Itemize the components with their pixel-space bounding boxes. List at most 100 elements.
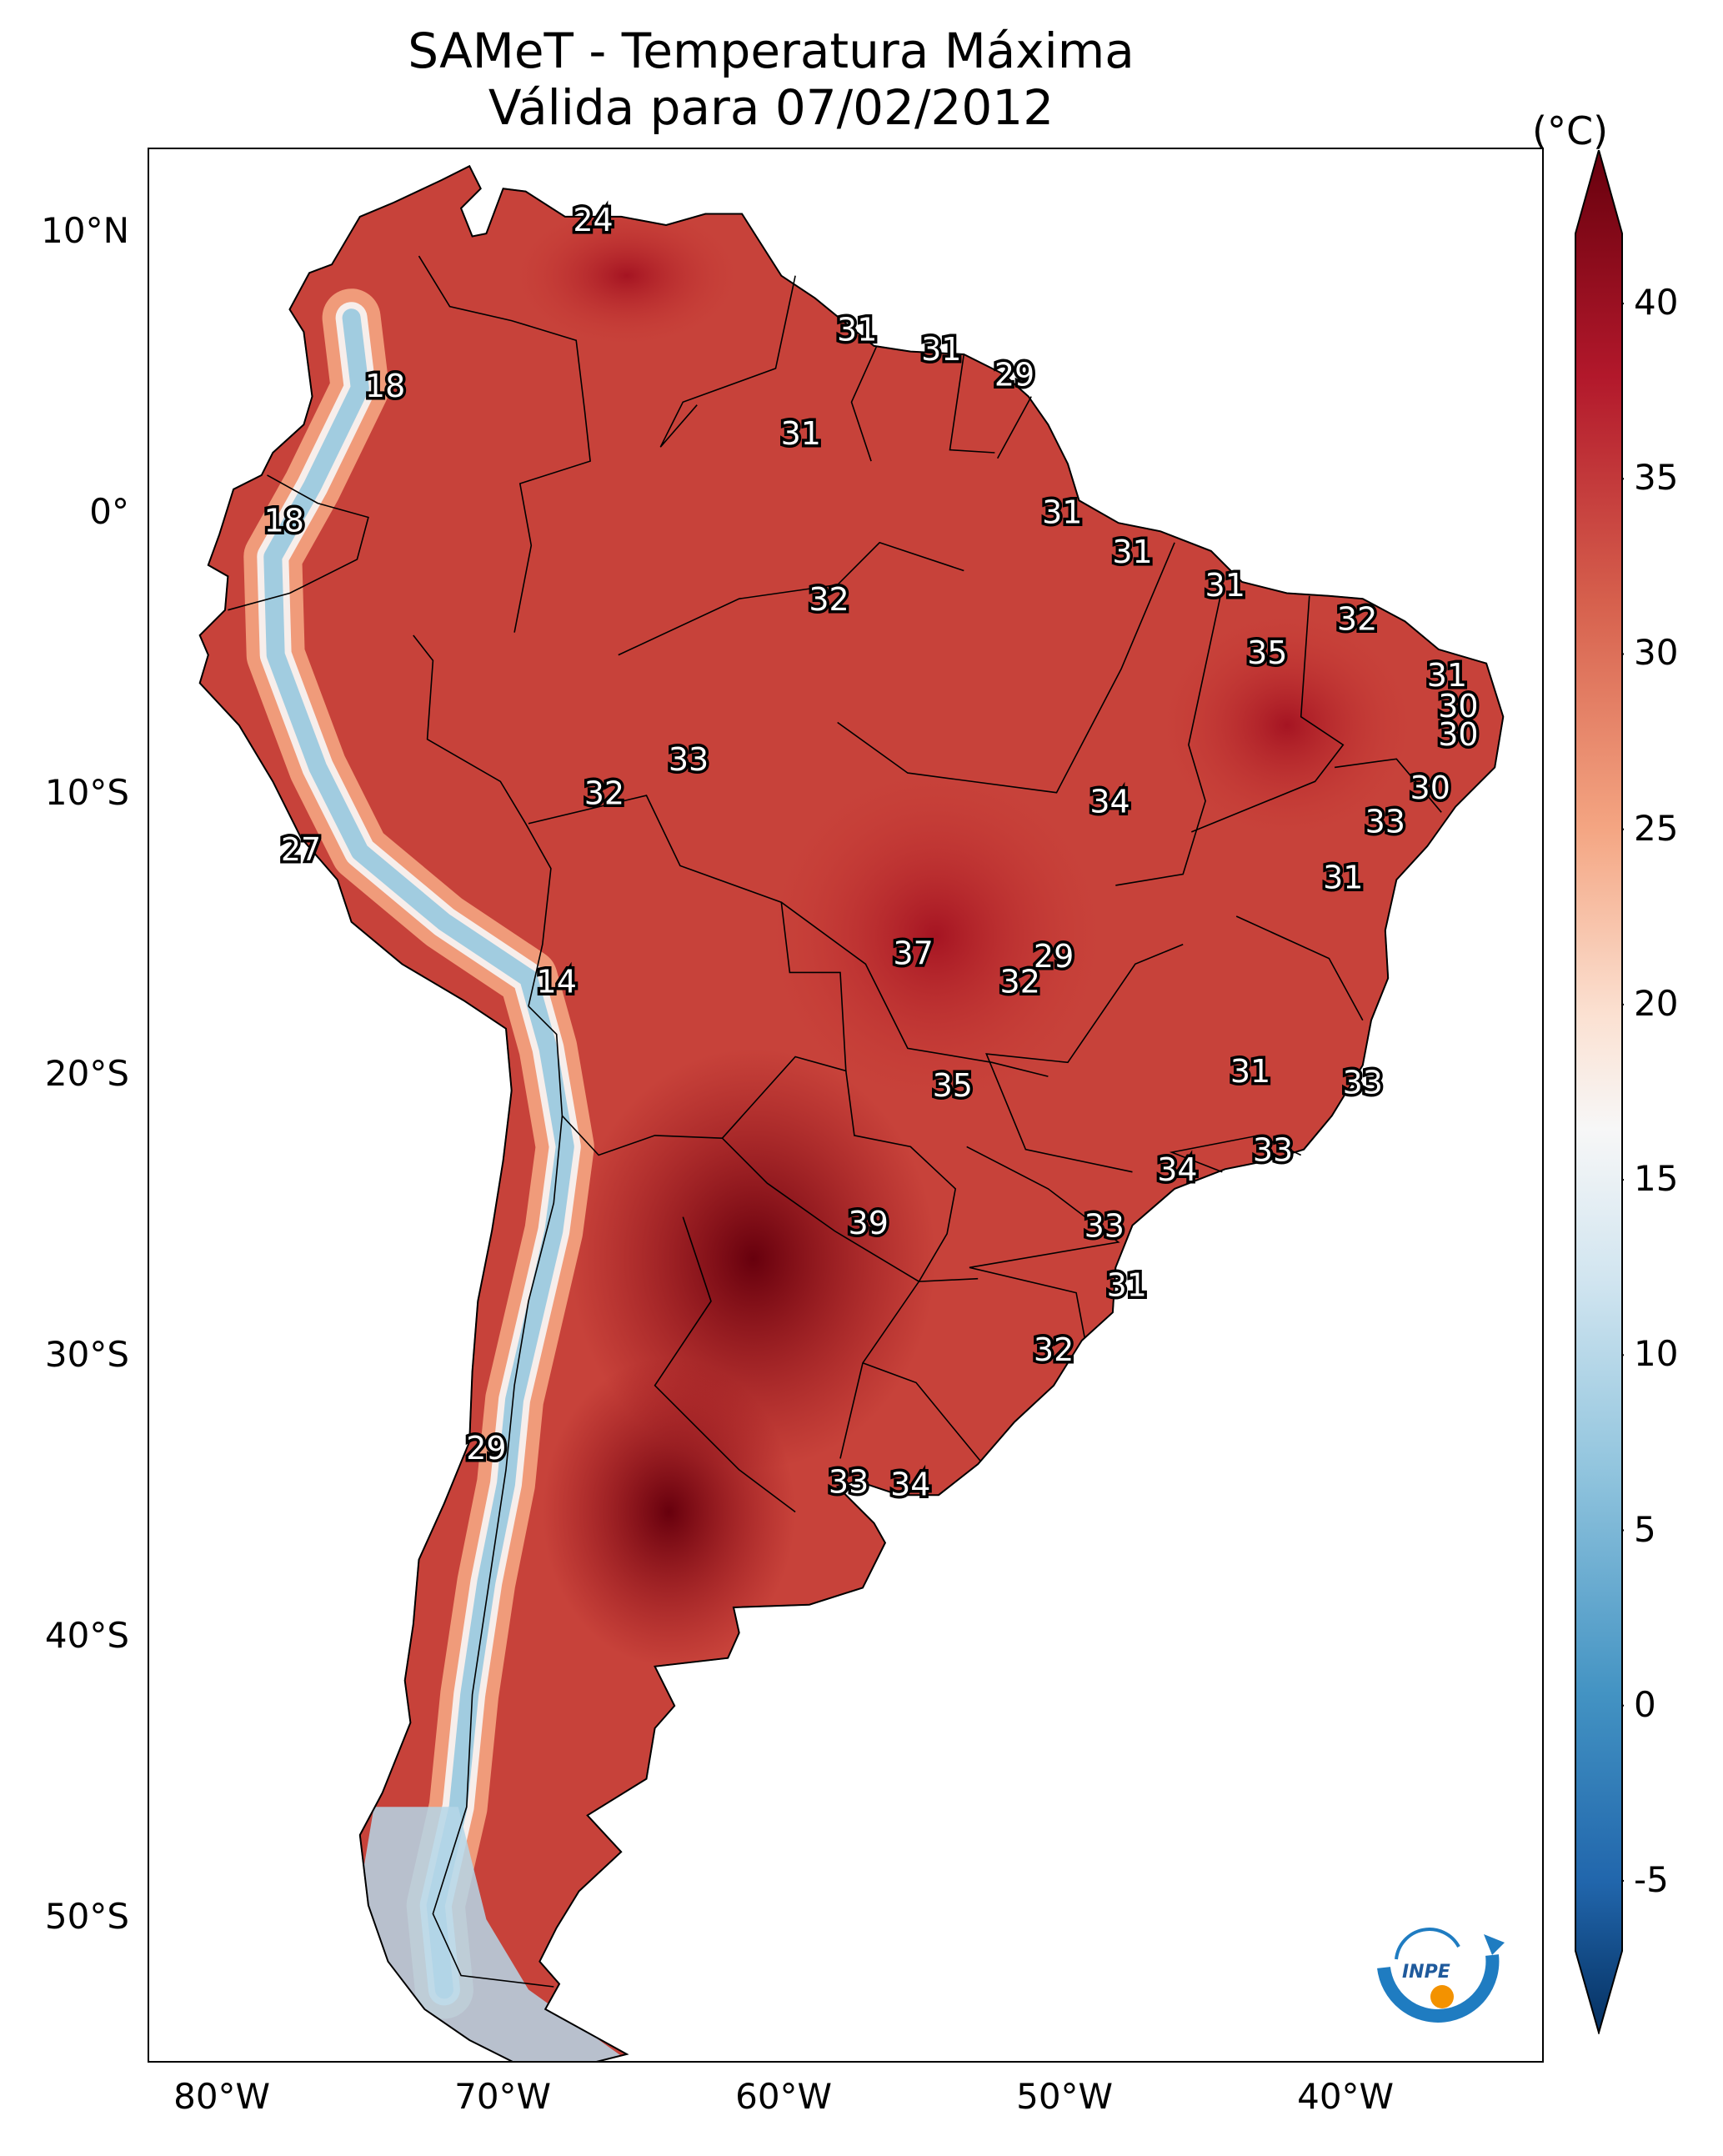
temperature-label: 31 [1230,1053,1270,1090]
border-line-5 [228,474,369,611]
temperature-label: 32 [809,581,849,618]
temperature-label: 33 [1084,1208,1124,1245]
temperature-label: 33 [829,1463,869,1500]
latitude-label: 10°N [41,210,129,252]
colorbar-tick-label: 15 [1634,1158,1679,1200]
temperature-label: 35 [1247,634,1287,671]
hot-core-northeast [1160,613,1414,838]
border-line-1 [659,275,796,448]
latitude-label: 0° [89,491,129,533]
border-line-14 [837,542,1175,794]
border-line-13 [780,901,1049,1077]
border-line-22 [654,1216,796,1513]
temperature-label: 35 [933,1067,973,1104]
colorbar-tick-label: 5 [1634,1508,1656,1550]
temperature-label: 34 [890,1467,930,1503]
temperature-label: 33 [1365,803,1405,840]
border-line-11 [862,1362,982,1462]
country-borders [228,255,1442,1988]
temperature-label: 27 [281,831,321,868]
temperature-label: 29 [466,1430,506,1467]
latitude-label: 10°S [44,772,129,814]
temperature-label: 18 [365,368,405,404]
longitude-label: 50°W [1016,2076,1114,2117]
temperature-label: 14 [537,963,577,1000]
border-line-7 [528,795,847,1139]
colorbar-tick-label: 40 [1634,282,1679,323]
colorbar-tick-label: 20 [1634,982,1679,1024]
temperature-label: 34 [1089,784,1129,820]
hot-core-venezuela [514,205,739,346]
temperature-label: 18 [264,503,304,539]
colorbar-tick-label: -5 [1634,1858,1669,1900]
colorbar-tick-label: 35 [1634,457,1679,499]
temperature-label: 30 [1438,716,1478,753]
temperature-label: 31 [1427,657,1467,694]
colorbar [1575,150,1624,2034]
colorbar-body [1575,150,1623,2034]
border-line-16 [1190,595,1345,833]
border-line-3 [949,353,995,454]
temperature-label: 30 [1410,770,1450,806]
colorbar-unit: (°C) [1532,108,1609,153]
temperature-label: 37 [893,935,933,972]
colorbar-tick-label: 25 [1634,807,1679,849]
longitude-label: 60°W [735,2076,833,2117]
map-panel[interactable]: 24 31 31 29 18 31 31 18 31 31 32 32 35 31 30 30 33 30 32 34… [148,148,1544,2063]
temperature-label: 31 [781,415,821,452]
temperature-label: 33 [669,741,709,778]
inpe-logo-text: INPE [1402,1962,1450,1983]
temperature-label: 31 [1323,860,1363,896]
border-line-18 [985,943,1184,1173]
temperature-label: 31 [921,331,961,368]
temperature-label: 31 [1107,1266,1147,1303]
temperature-label: 34 [1157,1151,1197,1188]
longitude-label: 40°W [1297,2076,1395,2117]
border-line-15 [1115,587,1224,886]
temperature-label: 31 [837,312,877,348]
temperature-label: 30 [1438,688,1478,725]
temperature-label: 29 [1034,938,1074,975]
latitude-label: 40°S [44,1615,129,1657]
chart-title: SAMeT - Temperatura Máxima [408,23,1134,79]
border-line-9 [721,1070,957,1283]
hot-core-mato-grosso [767,767,1104,1105]
colorbar-tick-label: 10 [1634,1333,1679,1375]
temperature-label: 32 [584,775,624,812]
border-line-23 [618,541,964,656]
temperature-label: 33 [1343,1065,1383,1101]
temperature-label: 31 [1112,534,1152,570]
border-line-10 [432,1116,563,1988]
border-line-19 [1235,915,1364,1021]
temperature-label: 33 [1253,1132,1293,1169]
border-line-0 [418,255,591,633]
inpe-logo: INPE [1377,1928,1505,2023]
border-line-6 [413,634,552,1007]
temperature-label: 32 [1000,963,1040,1000]
latitude-label: 50°S [44,1896,129,1938]
border-line-17 [1334,758,1442,813]
longitude-label: 70°W [454,2076,552,2117]
temperature-label: 24 [573,202,613,238]
hot-core-pampa [542,1357,796,1667]
latitude-label: 20°S [44,1053,129,1095]
temperature-label: 29 [994,357,1034,394]
border-line-21 [966,1146,1120,1338]
temperature-label: 39 [849,1205,889,1241]
border-line-2 [850,345,878,462]
temperature-label: 32 [1034,1331,1074,1368]
colorbar-tick-label: 0 [1634,1683,1656,1725]
temperature-label: 31 [1205,567,1245,604]
border-line-20 [1169,1135,1302,1173]
longitude-label: 80°W [173,2076,271,2117]
andes-cold-band [263,308,574,1999]
temperature-label: 32 [1337,601,1377,638]
chart-subtitle: Válida para 07/02/2012 [488,79,1054,136]
border-line-12 [839,1277,979,1459]
temperature-label: 31 [1042,494,1082,531]
latitude-label: 30°S [44,1334,129,1376]
coastline [198,164,1505,2061]
colorbar-tick-label: 30 [1634,632,1679,674]
